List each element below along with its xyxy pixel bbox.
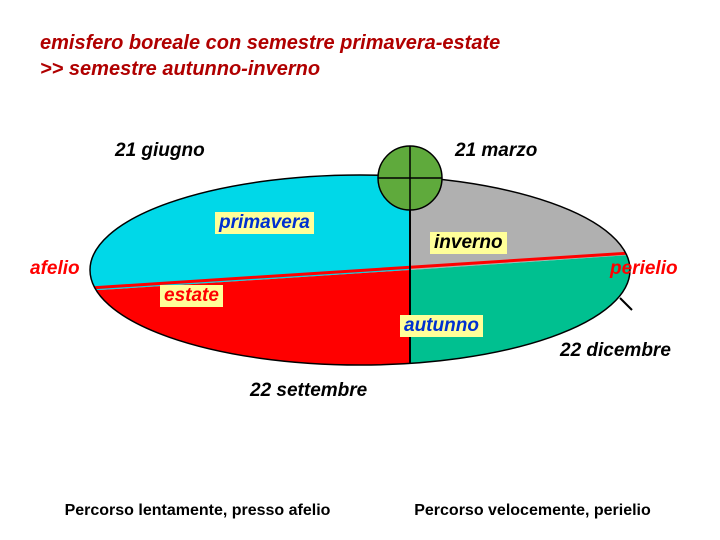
label-22-dicembre: 22 dicembre: [560, 340, 671, 362]
label-estate: estate: [160, 285, 223, 307]
earth-icon: [378, 146, 442, 210]
label-afelio: afelio: [30, 258, 80, 280]
label-primavera: primavera: [215, 212, 314, 234]
label-21-marzo: 21 marzo: [455, 140, 537, 162]
footer-right: Percorso velocemente, perielio: [365, 502, 720, 520]
label-inverno: inverno: [430, 232, 507, 254]
tick-dicembre: [620, 298, 632, 310]
label-21-giugno: 21 giugno: [115, 140, 205, 162]
sector-primavera-fill: [30, 120, 410, 290]
orbit-diagram: 21 giugno 21 marzo 22 settembre 22 dicem…: [30, 120, 690, 430]
header-title: emisfero boreale con semestre primavera-…: [40, 30, 500, 82]
footer: Percorso lentamente, presso afelio Perco…: [0, 502, 720, 520]
label-22-settembre: 22 settembre: [250, 380, 367, 402]
title-line1: emisfero boreale con semestre primavera-…: [40, 30, 500, 56]
title-line2: >> semestre autunno-inverno: [40, 56, 500, 82]
footer-left: Percorso lentamente, presso afelio: [0, 502, 365, 520]
label-perielio: perielio: [610, 258, 678, 280]
label-autunno: autunno: [400, 315, 483, 337]
